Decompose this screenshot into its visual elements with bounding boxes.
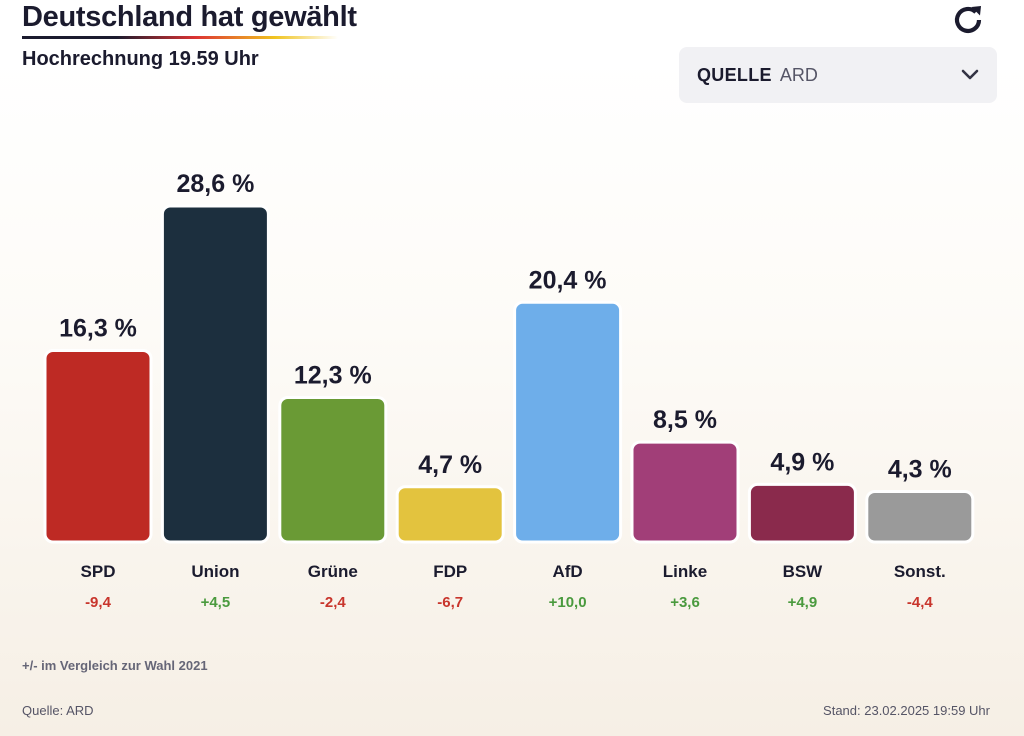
source-select-label: QUELLE (697, 64, 772, 85)
bar-spd (43, 348, 153, 544)
value-label-bsw: 4,9 % (770, 448, 834, 476)
bar-chart: 16,3 % SPD -9,4 28,6 % Union +4,5 12,3 % Grüne -… (43, 170, 975, 611)
category-label-grüne: Grüne (308, 562, 358, 581)
change-label-linke: +3,6 (670, 594, 700, 611)
bar-fdp (395, 485, 505, 544)
bar-grüne (278, 395, 388, 544)
title-underline (22, 36, 338, 39)
change-label-bsw: +4,9 (788, 594, 818, 611)
category-label-afd: AfD (552, 562, 582, 581)
bar-union (160, 204, 270, 544)
value-label-union: 28,6 % (176, 170, 254, 198)
category-label-fdp: FDP (433, 562, 467, 581)
bar-sonst (865, 489, 975, 544)
bar-bsw (747, 482, 857, 544)
change-label-union: +4,5 (201, 594, 231, 611)
page-subtitle: Hochrechnung 19.59 Uhr (22, 48, 259, 70)
category-label-bsw: BSW (783, 562, 824, 581)
value-label-grüne: 12,3 % (294, 361, 372, 389)
change-label-fdp: -6,7 (437, 594, 463, 611)
chevron-down-icon (961, 69, 979, 81)
bar-afd (513, 300, 623, 544)
value-label-sonst: 4,3 % (888, 455, 952, 483)
source-select-value: ARD (779, 64, 818, 85)
category-label-linke: Linke (663, 562, 707, 581)
change-label-spd: -9,4 (85, 594, 112, 611)
page-title: Deutschland hat gewählt (22, 1, 357, 33)
category-label-union: Union (191, 562, 239, 581)
refresh-button[interactable] (946, 0, 990, 40)
value-label-linke: 8,5 % (653, 406, 717, 434)
value-label-fdp: 4,7 % (418, 451, 482, 479)
change-label-afd: +10,0 (549, 594, 587, 611)
bar-linke (630, 440, 740, 544)
value-label-afd: 20,4 % (529, 266, 607, 294)
refresh-icon (954, 6, 982, 34)
value-label-spd: 16,3 % (59, 314, 137, 342)
comparison-note: +/- im Vergleich zur Wahl 2021 (22, 658, 208, 673)
footer-timestamp: Stand: 23.02.2025 19:59 Uhr (823, 703, 990, 718)
category-label-sonst: Sonst. (894, 562, 946, 581)
footer-source: Quelle: ARD (22, 703, 94, 718)
change-label-sonst: -4,4 (907, 594, 934, 611)
source-select[interactable]: QUELLE ARD (679, 47, 997, 103)
change-label-grüne: -2,4 (320, 594, 347, 611)
category-label-spd: SPD (81, 562, 116, 581)
